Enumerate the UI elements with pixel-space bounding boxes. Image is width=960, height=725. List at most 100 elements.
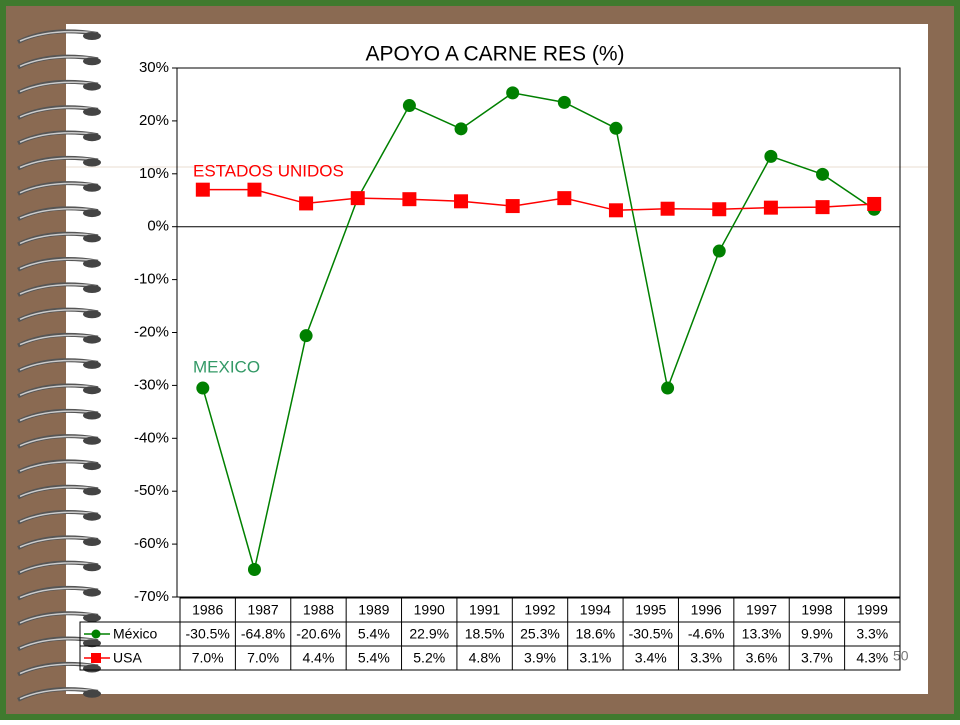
legend-label: USA bbox=[113, 650, 142, 666]
spiral-hole bbox=[83, 310, 101, 319]
series-line bbox=[202, 92, 875, 570]
spiral-ring bbox=[19, 233, 97, 245]
spiral-ring bbox=[19, 208, 97, 219]
marker bbox=[196, 381, 210, 395]
legend-label: México bbox=[113, 626, 158, 642]
spiral-hole bbox=[83, 689, 101, 698]
chart-title: APOYO A CARNE RES (%) bbox=[365, 43, 624, 66]
table-cell: -64.8% bbox=[241, 626, 285, 642]
marker bbox=[454, 122, 468, 136]
spiral-ring bbox=[19, 132, 97, 143]
spiral-hole bbox=[83, 82, 101, 91]
marker bbox=[505, 199, 520, 214]
marker bbox=[608, 203, 623, 218]
spiral-hole bbox=[83, 285, 101, 293]
table-header: 1989 bbox=[358, 602, 389, 618]
spiral-ring bbox=[19, 334, 97, 346]
table-header: 1997 bbox=[746, 602, 777, 618]
y-tick-label: 0% bbox=[147, 218, 169, 235]
table-cell: 22.9% bbox=[409, 626, 449, 642]
table-cell: 9.9% bbox=[801, 626, 833, 642]
spiral-ring bbox=[19, 30, 97, 42]
marker bbox=[247, 562, 261, 576]
table-cell: -30.5% bbox=[629, 626, 673, 642]
spiral-ring bbox=[19, 258, 97, 270]
table-cell: 3.1% bbox=[579, 650, 611, 666]
spiral-ring bbox=[19, 435, 97, 447]
spiral-hole bbox=[83, 183, 101, 192]
table-cell: -20.6% bbox=[296, 626, 340, 642]
marker bbox=[557, 95, 571, 109]
table-cell: 18.6% bbox=[576, 626, 616, 642]
spiral-ring bbox=[19, 182, 97, 194]
marker bbox=[195, 182, 210, 197]
annotation: MEXICO bbox=[193, 357, 260, 376]
marker bbox=[764, 149, 778, 163]
spiral-hole bbox=[83, 259, 101, 268]
table-header: 1987 bbox=[247, 602, 278, 618]
table-cell: -30.5% bbox=[186, 626, 230, 642]
spiral-hole bbox=[83, 107, 101, 116]
y-tick-label: -50% bbox=[134, 482, 169, 499]
spiral-binding bbox=[17, 29, 101, 702]
table-cell: 4.8% bbox=[469, 650, 501, 666]
table-header: 1998 bbox=[801, 602, 832, 618]
marker bbox=[299, 329, 313, 343]
marker bbox=[557, 191, 572, 206]
marker bbox=[454, 194, 469, 209]
marker bbox=[299, 196, 314, 211]
legend-marker bbox=[91, 629, 101, 639]
spiral-hole bbox=[83, 386, 101, 395]
spiral-hole bbox=[83, 436, 101, 445]
y-tick-label: -40% bbox=[134, 429, 169, 446]
spiral-ring bbox=[19, 359, 97, 371]
y-tick-label: -30% bbox=[134, 376, 169, 393]
table-header: 1992 bbox=[524, 602, 555, 618]
spiral-hole bbox=[83, 209, 101, 218]
spiral-hole bbox=[83, 57, 101, 66]
marker bbox=[660, 201, 675, 216]
spiral-ring bbox=[19, 385, 97, 396]
spiral-hole bbox=[83, 538, 101, 546]
marker bbox=[712, 202, 727, 217]
spiral-hole bbox=[83, 664, 101, 673]
annotation: ESTADOS UNIDOS bbox=[193, 161, 344, 180]
spiral-hole bbox=[83, 411, 101, 420]
y-tick-label: -70% bbox=[134, 588, 169, 605]
table-cell: 7.0% bbox=[247, 650, 279, 666]
y-tick-label: 10% bbox=[139, 165, 169, 182]
table-cell: 3.7% bbox=[801, 650, 833, 666]
spiral-hole bbox=[83, 639, 101, 648]
spiral-hole bbox=[83, 563, 101, 572]
table-header: 1990 bbox=[414, 602, 445, 618]
y-tick-label: 30% bbox=[139, 59, 169, 76]
y-tick-label: -20% bbox=[134, 323, 169, 340]
table-cell: 25.3% bbox=[520, 626, 560, 642]
series-line bbox=[202, 188, 875, 212]
spiral-ring bbox=[19, 157, 97, 169]
spiral-hole bbox=[83, 360, 101, 369]
marker bbox=[712, 244, 726, 258]
marker bbox=[661, 381, 675, 395]
spiral-hole bbox=[83, 234, 101, 243]
y-tick-label: -60% bbox=[134, 535, 169, 552]
y-tick-label: 20% bbox=[139, 112, 169, 129]
spiral-ring bbox=[19, 56, 97, 67]
marker bbox=[506, 86, 520, 100]
table-cell: 3.3% bbox=[856, 626, 888, 642]
marker bbox=[350, 191, 365, 206]
spiral-ring bbox=[19, 688, 97, 700]
spiral-hole bbox=[83, 487, 101, 496]
table-cell: 5.4% bbox=[358, 626, 390, 642]
spiral-hole bbox=[83, 32, 101, 40]
spiral-hole bbox=[83, 588, 101, 597]
spiral-ring bbox=[19, 461, 97, 472]
table-cell: 5.2% bbox=[413, 650, 445, 666]
marker bbox=[763, 200, 778, 215]
table-cell: 4.3% bbox=[856, 650, 888, 666]
table-header: 1996 bbox=[691, 602, 722, 618]
table-cell: 7.0% bbox=[192, 650, 224, 666]
table-header: 1991 bbox=[469, 602, 500, 618]
spiral-ring bbox=[19, 283, 97, 295]
